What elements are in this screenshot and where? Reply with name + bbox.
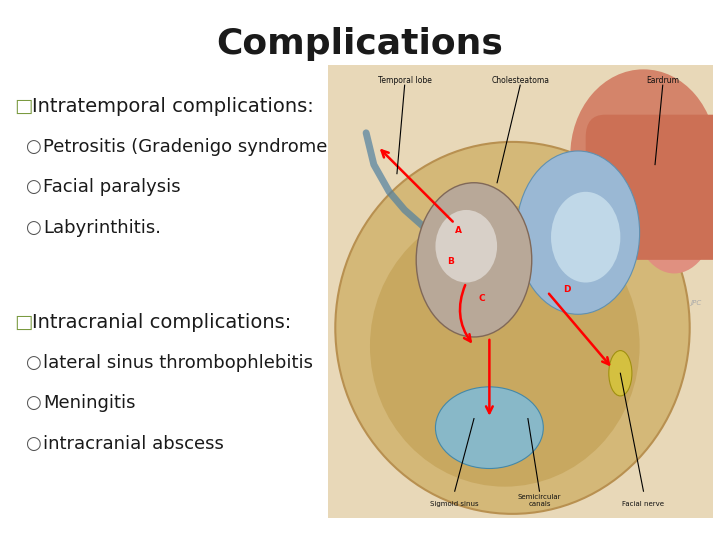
Ellipse shape	[336, 142, 690, 514]
Text: Facial nerve: Facial nerve	[623, 501, 665, 507]
Text: ○: ○	[25, 219, 41, 237]
Ellipse shape	[416, 183, 532, 337]
Text: Complications: Complications	[217, 27, 503, 61]
Text: Petrositis (Gradenigo syndrome): Petrositis (Gradenigo syndrome)	[43, 138, 335, 156]
Text: Cholesteatoma: Cholesteatoma	[491, 76, 549, 85]
Text: Intratemporal complications:: Intratemporal complications:	[32, 97, 314, 116]
Text: D: D	[562, 285, 570, 294]
Text: Facial paralysis: Facial paralysis	[43, 178, 181, 196]
Ellipse shape	[551, 192, 621, 282]
Text: Labyrinthitis.: Labyrinthitis.	[43, 219, 161, 237]
Text: lateral sinus thrombophlebitis: lateral sinus thrombophlebitis	[43, 354, 313, 372]
Text: B: B	[447, 258, 454, 266]
Text: Semicircular
canals: Semicircular canals	[518, 494, 561, 507]
Text: Eardrum: Eardrum	[647, 76, 679, 85]
Ellipse shape	[632, 146, 716, 273]
Text: intracranial abscess: intracranial abscess	[43, 435, 224, 453]
FancyBboxPatch shape	[585, 114, 720, 260]
Ellipse shape	[570, 69, 716, 242]
Text: A: A	[455, 226, 462, 235]
Text: ○: ○	[25, 354, 41, 372]
Text: C: C	[478, 294, 485, 303]
Text: ○: ○	[25, 394, 41, 412]
FancyBboxPatch shape	[328, 65, 713, 518]
Text: Intracranial complications:: Intracranial complications:	[32, 313, 292, 332]
Text: Sigmoid sinus: Sigmoid sinus	[431, 501, 479, 507]
Ellipse shape	[436, 210, 497, 282]
Text: □: □	[14, 313, 33, 332]
Text: JPC: JPC	[690, 300, 701, 306]
Ellipse shape	[370, 205, 639, 487]
Ellipse shape	[516, 151, 639, 314]
Ellipse shape	[609, 350, 632, 396]
Text: Meningitis: Meningitis	[43, 394, 135, 412]
Text: □: □	[14, 97, 33, 116]
Text: ○: ○	[25, 178, 41, 196]
Text: Temporal lobe: Temporal lobe	[378, 76, 431, 85]
Text: ○: ○	[25, 138, 41, 156]
Ellipse shape	[436, 387, 544, 469]
Text: ○: ○	[25, 435, 41, 453]
